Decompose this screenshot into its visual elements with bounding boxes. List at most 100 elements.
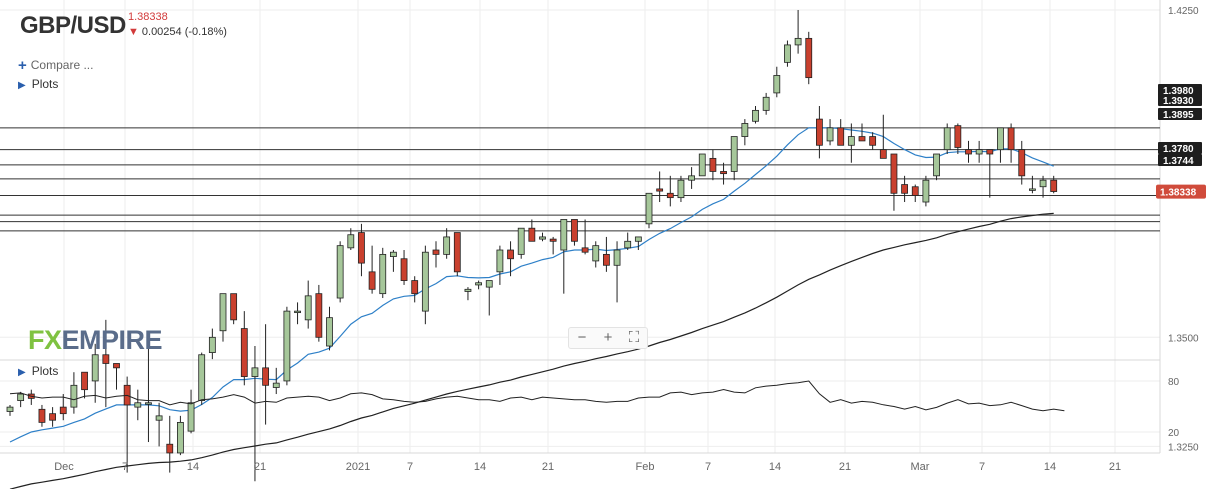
plots-label: Plots <box>31 77 59 91</box>
candle-body <box>677 179 685 199</box>
candle-body <box>166 443 174 454</box>
x-axis-tick: 7 <box>122 461 128 473</box>
candle-body <box>283 310 291 382</box>
candle-body <box>507 249 514 260</box>
price-change: ▼ 0.00254 (-0.18%) <box>128 26 227 38</box>
oscillator-path <box>9 380 1065 412</box>
candle-body <box>528 227 536 242</box>
indicator-plots-label: Plots <box>31 364 59 378</box>
plus-icon: + <box>18 57 27 74</box>
level-tag-box <box>1158 84 1202 96</box>
zoom-controls: − + ⛶ <box>568 327 648 349</box>
candle-body <box>1050 179 1058 192</box>
candle-body <box>741 123 749 137</box>
candle-body <box>315 293 323 338</box>
candlestick-series <box>6 10 1058 482</box>
candle-body <box>592 245 600 262</box>
x-axis-tick: 7 <box>979 461 985 473</box>
x-axis-tick: Mar <box>911 461 930 473</box>
candle-body <box>816 118 823 146</box>
candle-body <box>113 363 120 369</box>
candle-body <box>358 232 365 264</box>
candle-body <box>869 136 877 146</box>
candle-body <box>1018 149 1026 177</box>
candle-body <box>49 413 56 421</box>
candle-body <box>901 184 908 194</box>
candle-body <box>198 354 206 401</box>
ema-slow-path <box>9 212 1054 489</box>
candle-body <box>411 280 419 295</box>
candle-body <box>240 328 248 377</box>
candle-body <box>368 271 376 290</box>
candle-body <box>432 249 440 255</box>
candle-body <box>922 179 930 203</box>
compare-button[interactable]: + Compare ... <box>18 57 93 74</box>
candle-body <box>826 127 834 142</box>
price-axis-tick: 1.4250 <box>1168 6 1199 17</box>
zoom-in-button[interactable]: + <box>603 329 613 346</box>
candle-body <box>805 37 813 79</box>
candle-body <box>70 384 78 408</box>
x-axis-tick: 21 <box>254 461 266 473</box>
candle-body <box>517 227 525 255</box>
candle-body <box>539 236 546 240</box>
candle-body <box>603 253 610 266</box>
level-tag-label: 1.3980 <box>1163 86 1194 97</box>
candle-body <box>688 175 695 181</box>
candle-body <box>730 136 738 172</box>
price-axis-tick: 1.3250 <box>1168 442 1199 453</box>
candle-body <box>794 37 802 46</box>
candle-body <box>1029 188 1036 191</box>
indicator-plots-toggle[interactable]: ▶ Plots <box>18 364 58 378</box>
x-axis-tick: 14 <box>769 461 781 473</box>
candle-body <box>549 238 557 242</box>
down-arrow-icon: ▼ <box>128 26 139 38</box>
candle-body <box>176 421 184 454</box>
candle-body <box>59 406 67 415</box>
zoom-out-button[interactable]: − <box>577 329 587 346</box>
candle-body <box>251 367 259 377</box>
oscillator-line <box>9 380 1065 412</box>
last-price-tag-box <box>1156 184 1206 199</box>
plots-toggle[interactable]: ▶ Plots <box>18 77 58 91</box>
fxempire-logo: FXEMPIRE <box>28 325 163 355</box>
symbol-title: GBP/USD <box>20 12 126 39</box>
candle-body <box>954 125 962 148</box>
candle-body <box>943 127 951 151</box>
x-axis-tick: 7 <box>407 461 413 473</box>
last-price: 1.38338 <box>128 11 168 23</box>
candle-body <box>666 192 674 199</box>
candle-body <box>400 258 408 281</box>
level-tag-label: 1.3930 <box>1163 96 1194 107</box>
ema-slow-line <box>9 212 1054 489</box>
compare-label: Compare ... <box>30 58 94 72</box>
level-tag-box <box>1158 108 1202 120</box>
candle-body <box>102 354 110 364</box>
ema-fast-path <box>9 127 1054 443</box>
level-tag-label: 1.3780 <box>1163 144 1194 155</box>
horizontal-levels <box>0 127 1160 232</box>
candle-body <box>709 157 717 172</box>
candle-body <box>560 219 568 251</box>
candle-body <box>1007 127 1015 151</box>
candle-body <box>975 149 983 155</box>
candle-body <box>38 408 46 423</box>
x-axis-tick: Dec <box>54 461 74 473</box>
candle-body <box>656 188 664 192</box>
candle-body <box>81 371 88 391</box>
candle-body <box>336 245 344 299</box>
candle-body <box>294 310 301 314</box>
candle-body <box>326 317 333 347</box>
candle-body <box>879 149 887 159</box>
fit-screen-icon[interactable]: ⛶ <box>628 329 640 346</box>
candle-body <box>91 354 99 382</box>
candle-body <box>155 415 163 421</box>
candle-body <box>720 171 727 175</box>
x-axis-tick: 2021 <box>346 461 370 473</box>
x-axis-tick: Feb <box>636 461 655 473</box>
x-axis-tick: 21 <box>542 461 554 473</box>
candle-body <box>784 44 791 63</box>
candle-body <box>634 236 642 242</box>
candle-body <box>1039 179 1047 188</box>
